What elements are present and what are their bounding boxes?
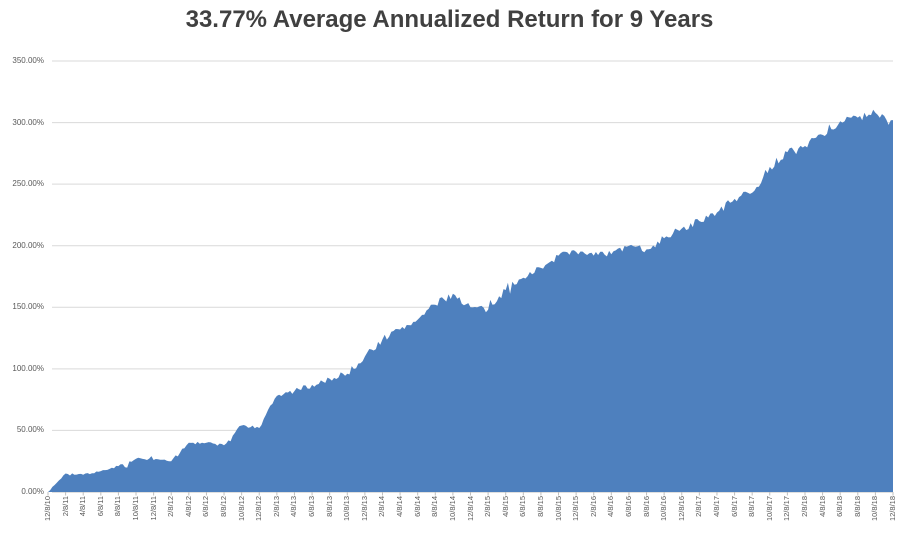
x-axis-tick-label: 2/8/12 (166, 496, 176, 517)
y-axis-tick-label: 50.00% (16, 425, 44, 435)
x-axis-tick-label: 6/8/14 (412, 496, 422, 517)
x-axis-tick-label: 10/8/17 (764, 496, 774, 522)
x-axis-tick-label: 12/8/14 (465, 496, 475, 522)
x-axis-tick-label: 12/8/12 (254, 496, 264, 522)
x-axis-tick-label: 8/8/11 (113, 496, 123, 517)
x-axis-tick-label: 2/8/14 (377, 496, 387, 517)
x-axis-tick-label: 2/8/17 (694, 496, 704, 517)
y-axis-tick-label: 150.00% (12, 302, 44, 312)
x-axis-tick-label: 2/8/13 (271, 496, 281, 517)
x-axis-tick-label: 4/8/11 (78, 496, 88, 517)
x-axis-tick-label: 6/8/11 (95, 496, 105, 517)
x-axis-tick-label: 8/8/12 (219, 496, 229, 517)
x-axis-tick-label: 12/8/11 (148, 496, 158, 521)
x-axis-tick-label: 4/8/13 (289, 496, 299, 517)
x-axis-tick-label: 2/8/15 (483, 496, 493, 517)
x-axis-tick-label: 4/8/15 (500, 496, 510, 517)
x-axis-tick-label: 8/8/13 (324, 496, 334, 517)
x-axis-tick-label: 10/8/16 (659, 496, 669, 522)
y-axis-tick-label: 300.00% (12, 117, 44, 127)
x-axis-tick-label: 12/8/13 (359, 496, 369, 522)
x-axis-tick-label: 8/8/15 (535, 496, 545, 517)
x-axis-tick-label: 6/8/16 (623, 496, 633, 517)
x-axis-tick-label: 4/8/17 (711, 496, 721, 517)
x-axis-tick-label: 12/8/10 (43, 496, 52, 522)
y-axis-tick-label: 350.00% (12, 56, 44, 65)
x-axis-tick-label: 2/8/18 (799, 496, 809, 517)
x-axis-tick-label: 6/8/12 (201, 496, 211, 517)
x-axis-tick-label: 8/8/18 (852, 496, 862, 517)
x-axis-tick-label: 2/8/11 (60, 496, 70, 517)
x-axis-tick-label: 10/8/15 (553, 496, 563, 522)
x-axis-tick-label: 12/8/17 (782, 496, 792, 522)
y-axis-tick-label: 200.00% (12, 240, 44, 250)
x-axis-tick-label: 8/8/17 (747, 496, 757, 517)
x-axis-tick-label: 4/8/18 (817, 496, 827, 517)
x-axis-tick-label: 12/8/15 (571, 496, 581, 522)
x-axis-tick-label: 10/8/12 (236, 496, 246, 522)
y-axis-tick-label: 100.00% (12, 363, 44, 373)
x-axis-tick-label: 8/8/16 (641, 496, 651, 517)
x-axis-tick-label: 6/8/15 (518, 496, 528, 517)
x-axis-tick-label: 10/8/14 (447, 496, 457, 522)
x-axis-tick-label: 12/8/18 (888, 496, 897, 522)
x-axis-tick-label: 6/8/13 (307, 496, 317, 517)
x-axis-tick-label: 8/8/14 (430, 496, 440, 517)
x-axis-tick-label: 10/8/13 (342, 496, 352, 522)
chart-title: 33.77% Average Annualized Return for 9 Y… (185, 6, 714, 33)
x-axis-tick-label: 12/8/16 (676, 496, 686, 522)
x-axis-tick-label: 6/8/17 (729, 496, 739, 517)
x-axis-tick-label: 6/8/18 (835, 496, 845, 517)
x-axis-tick-label: 10/8/18 (870, 496, 880, 522)
area-series (48, 109, 893, 493)
x-axis-tick-label: 2/8/16 (588, 496, 598, 517)
x-axis-tick-label: 4/8/16 (606, 496, 616, 517)
x-axis-tick-label: 10/8/11 (131, 496, 141, 521)
x-axis-tick-label: 4/8/14 (395, 496, 405, 517)
y-axis-tick-label: 250.00% (12, 179, 44, 189)
x-axis-tick-label: 4/8/12 (183, 496, 193, 517)
y-axis-tick-label: 0.00% (21, 487, 44, 496)
